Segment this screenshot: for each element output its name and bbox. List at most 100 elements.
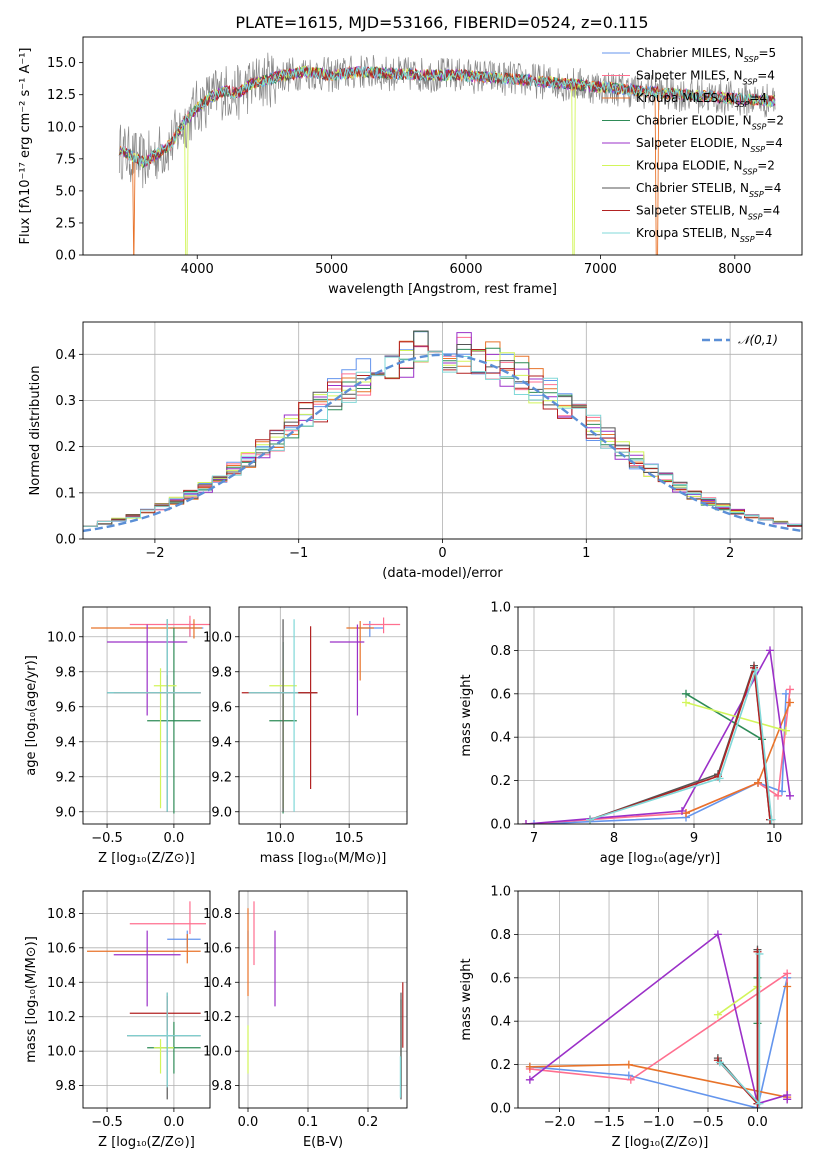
- weight-line: [533, 693, 787, 824]
- weight-marker: [786, 791, 794, 800]
- y-tick-label: 2.5: [55, 216, 76, 231]
- weight-line: [589, 665, 771, 821]
- axes-frame: [238, 890, 408, 1109]
- x-tick-label: 5000: [315, 262, 348, 277]
- y-axis-label: Normed distribution: [28, 366, 43, 496]
- weight-marker: [530, 820, 538, 824]
- y-tick-label: 9.2: [211, 770, 232, 785]
- y-tick-label: 0.2: [490, 774, 511, 789]
- y-tick-label: 0.0: [490, 1102, 511, 1117]
- weight-line: [685, 702, 791, 814]
- y-tick-label: 7.5: [55, 152, 76, 167]
- legend-model-name: Salpeter STELIB: [636, 204, 731, 218]
- y-tick-label: 0.1: [55, 486, 76, 501]
- panel-age_vs_mass: 10.0 10.5 9.0 9.2 9.4 9.6 9.8 10.0 mass [log₁₀(M…: [203, 606, 408, 866]
- y-tick-label: 10.0: [47, 1045, 76, 1060]
- weight-marker: [525, 1075, 534, 1084]
- legend-nssp: 4: [775, 136, 783, 150]
- x-tick-label: 8000: [718, 262, 751, 277]
- weight-line: [525, 647, 791, 824]
- y-tick-label: 0.4: [490, 1015, 511, 1030]
- panel-mass_vs_EBV: 0.0 0.1 0.2 9.8 10.0 10.2 10.4 10.6 10.8 E(B-V): [203, 890, 408, 1150]
- y-tick-label: 0.4: [55, 348, 76, 363]
- weight-marker: [682, 698, 690, 707]
- weight-marker: [786, 685, 794, 694]
- weight-marker: [713, 930, 722, 939]
- weight-line: [529, 986, 788, 1099]
- legend-entry: Kroupa MILES, NSSP=4: [636, 91, 767, 109]
- x-tick-label: 0.0: [164, 1115, 185, 1130]
- weight-line: [685, 701, 787, 732]
- legend-entry: Kroupa ELODIE, NSSP=2: [636, 159, 775, 177]
- x-axis-label: E(B-V): [303, 1135, 343, 1150]
- plot-area: [87, 901, 206, 1100]
- y-tick-label: 5.0: [55, 184, 76, 199]
- y-tick-label: 10.4: [203, 976, 232, 991]
- legend-model-name: Kroupa MILES: [636, 91, 718, 105]
- weight-marker: [783, 969, 792, 978]
- legend-entry: Salpeter ELODIE, NSSP=4: [636, 136, 783, 154]
- figure-title: PLATE=1615, MJD=53166, FIBERID=0524, z=0…: [235, 13, 648, 32]
- gaussian-curve: [83, 353, 802, 533]
- weight-marker: [786, 698, 794, 707]
- x-tick-label: 10: [766, 831, 783, 846]
- y-tick-label: 12.5: [47, 88, 76, 103]
- y-axis-label: mass weight: [459, 674, 474, 756]
- x-tick-label: 9: [690, 831, 698, 846]
- plot-area: [118, 52, 776, 255]
- weight-line: [525, 689, 791, 824]
- y-tick-label: 10.4: [47, 976, 76, 991]
- model-line: [119, 66, 776, 167]
- axes-overlay: 0.0 0.1 0.2 9.8 10.0 10.2 10.4 10.6 10.8 E(B-V): [203, 890, 408, 1150]
- plot-area: [91, 615, 210, 814]
- weight-marker: [766, 646, 774, 655]
- y-axis-label: mass [log₁₀(M/M⊙)]: [24, 936, 39, 1063]
- x-tick-label: −1.0: [643, 1115, 675, 1130]
- y-tick-label: 10.2: [47, 1010, 76, 1025]
- x-tick-label: 10.5: [335, 831, 364, 846]
- x-tick-label: −2.0: [544, 1115, 576, 1130]
- axes-overlay: −2 −1 0 1 2 0.0 0.1 0.2 0.3 0.4 (data-model)/error…: [28, 321, 803, 581]
- weight-line: [589, 669, 773, 821]
- axes-frame: [82, 890, 211, 1109]
- y-tick-label: 9.8: [55, 1079, 76, 1094]
- legend-entry: Salpeter STELIB, NSSP=4: [636, 204, 780, 222]
- weight-marker: [782, 726, 790, 735]
- weight-marker: [755, 949, 764, 958]
- x-axis-label: Z [log₁₀(Z/Z⊙)]: [98, 1135, 195, 1150]
- x-axis-label: age [log₁₀(age/yr)]: [600, 851, 721, 866]
- axes-frame: [517, 890, 803, 1109]
- x-tick-label: −0.5: [692, 1115, 724, 1130]
- y-tick-label: 0.8: [490, 644, 511, 659]
- y-tick-label: 10.0: [203, 630, 232, 645]
- x-tick-label: 10.0: [266, 831, 295, 846]
- y-tick-label: 0.4: [490, 731, 511, 746]
- weight-marker: [715, 1058, 724, 1067]
- y-tick-label: 0.0: [490, 818, 511, 833]
- legend-entry: Salpeter MILES, NSSP=4: [636, 69, 775, 87]
- weight-marker: [755, 1099, 764, 1108]
- y-tick-label: 10.0: [47, 630, 76, 645]
- y-axis-label: age [log₁₀(age/yr)]: [24, 655, 39, 776]
- panel-spectrum: 4000 5000 6000 7000 8000 0.0 2.5 5.0 7.5 10.0 12.5…: [18, 36, 803, 297]
- weight-marker: [778, 787, 786, 796]
- panel-residuals: −2 −1 0 1 2 0.0 0.1 0.2 0.3 0.4 (data-model)/error…: [28, 321, 803, 581]
- y-tick-label: 10.8: [47, 907, 76, 922]
- legend-nssp: 2: [776, 114, 784, 128]
- x-tick-label: 6000: [449, 262, 482, 277]
- y-tick-label: 0.3: [55, 394, 76, 409]
- y-tick-label: 10.6: [203, 941, 232, 956]
- x-tick-label: 2: [726, 546, 734, 561]
- legend-nssp: 4: [774, 181, 782, 195]
- axes-overlay: −2.0 −1.5 −1.0 −0.5 0.0 0.0 0.2 0.4 0.6 0.8 1.0 Z […: [459, 885, 803, 1150]
- x-tick-label: 7000: [584, 262, 617, 277]
- plot-area: [83, 330, 802, 533]
- x-tick-label: 0.0: [747, 1115, 768, 1130]
- x-axis-label: wavelength [Angstrom, rest frame]: [328, 282, 557, 297]
- axes-overlay: −0.5 0.0 9.0 9.2 9.4 9.6 9.8 10.0 Z [log₁₀(Z/Z⊙)…: [24, 606, 211, 866]
- x-tick-label: −0.5: [91, 1115, 123, 1130]
- y-tick-label: 0.2: [490, 1058, 511, 1073]
- weight-marker: [682, 689, 690, 698]
- y-tick-label: 9.8: [211, 665, 232, 680]
- legend-model-name: Chabrier MILES: [636, 46, 727, 60]
